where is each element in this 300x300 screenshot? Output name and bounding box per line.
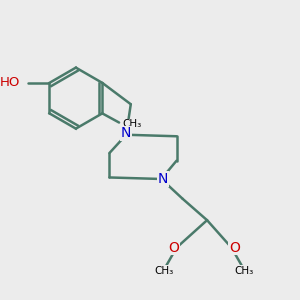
Text: N: N: [121, 126, 131, 140]
Text: HO: HO: [0, 76, 20, 89]
Text: O: O: [168, 241, 179, 255]
Text: CH₃: CH₃: [234, 266, 253, 275]
Text: CH₃: CH₃: [155, 266, 174, 275]
Text: O: O: [229, 241, 240, 255]
Text: CH₃: CH₃: [122, 119, 141, 129]
Text: N: N: [158, 172, 168, 186]
